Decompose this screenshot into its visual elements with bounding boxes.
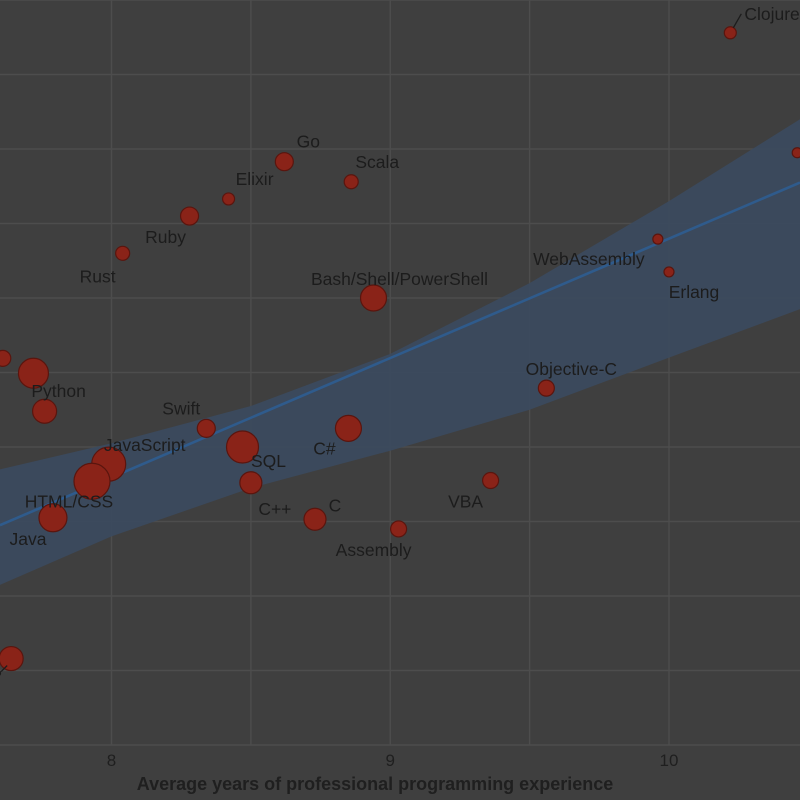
label-go: Go [297,132,320,152]
point-bash-shell-powershell [359,284,388,312]
leader-line-php [0,665,8,673]
point-scala [343,174,359,190]
point-swift [196,418,216,438]
point-webassembly [652,233,664,245]
label-objective-c: Objective-C [526,359,617,379]
point-sql [225,430,260,464]
label-clojure: Clojure [744,4,799,24]
label-php: P [0,666,2,686]
point-assembly [390,520,408,538]
label-elixir: Elixir [236,169,274,189]
point-vba [481,471,500,490]
label-bash-shell-powershell: Bash/Shell/PowerShell [311,269,488,289]
point-java [38,503,68,533]
point-unlabeled [239,471,263,495]
point-erlang [663,266,675,278]
label-rust: Rust [80,266,116,286]
label-python: Python [31,381,85,401]
point-objective-c [537,379,555,397]
confidence-band [0,119,800,585]
label-erlang: Erlang [669,282,720,302]
label-scala: Scala [355,152,399,172]
x-tick-label: 8 [107,751,116,770]
point-ruby [179,206,200,226]
x-tick-label: 10 [660,751,679,770]
trend-line-layer [0,181,800,527]
label-webassembly: WebAssembly [533,249,645,269]
x-tick-label: 9 [386,751,395,770]
confidence-band-layer [0,119,800,585]
label-ruby: Ruby [145,227,186,247]
leader-line-clojure [732,13,742,29]
point-c [303,507,327,531]
point-php [0,645,24,672]
point-c- [334,414,363,442]
label-html-css: HTML/CSS [25,491,113,511]
point-python [31,398,58,424]
label-vba: VBA [448,492,483,512]
label-c-: C# [313,438,336,458]
label-sql: SQL [251,451,286,471]
point-unlabeled [17,357,50,389]
point-labels-layer: Clojure Go Scala Elixir Ruby Rust WebAssembly E… [0,4,800,686]
trend-line [0,181,800,527]
x-axis-title: Average years of professional programmin… [137,774,614,794]
point-go [274,152,294,172]
label-javascript: JavaScript [104,435,186,455]
label-java: Java [9,529,46,549]
point-unlabeled [0,349,12,367]
point-unlabeled [791,147,800,159]
point-clojure [723,26,737,40]
label-c-: C++ [258,499,291,519]
point-rust [115,245,131,261]
label-swift: Swift [162,398,200,418]
x-tick-labels: 8 9 10 [107,751,679,770]
point-elixir [221,192,236,206]
points-layer [0,26,800,672]
label-assembly: Assembly [336,540,412,560]
label-c: C [329,495,342,515]
point-html-css [73,462,111,500]
